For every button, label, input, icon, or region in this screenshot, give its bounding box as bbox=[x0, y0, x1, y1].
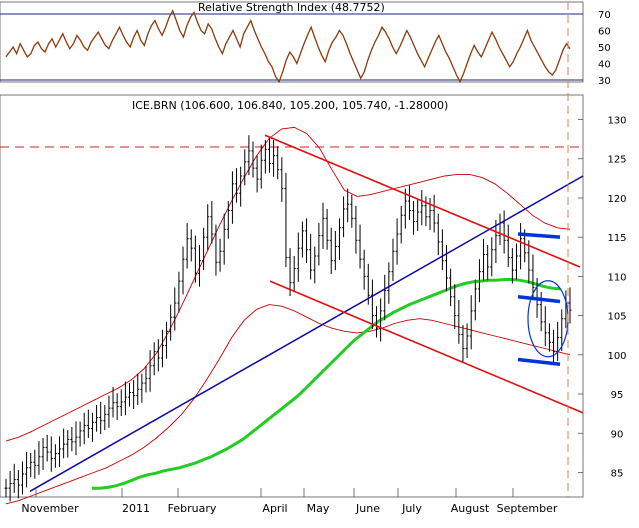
bollinger-upper-band bbox=[5, 126, 571, 442]
x-tick-label: September bbox=[497, 502, 558, 515]
x-tick-label: 2011 bbox=[122, 502, 150, 515]
rsi-tick-label: 40 bbox=[598, 60, 611, 71]
bollinger-lower-band bbox=[5, 304, 571, 505]
x-tick-label: July bbox=[401, 502, 422, 515]
price-layer bbox=[0, 2, 584, 505]
channel-upper-line bbox=[264, 134, 581, 268]
price-tick-label: 115 bbox=[607, 233, 626, 244]
price-tick-label: 125 bbox=[607, 155, 626, 166]
price-panel-title: ICE.BRN (106.600, 106.840, 105.200, 105.… bbox=[132, 99, 448, 112]
rsi-tick-label: 50 bbox=[598, 43, 611, 54]
rsi-line bbox=[5, 9, 571, 84]
rsi-layer bbox=[0, 9, 583, 84]
rsi-panel-title: Relative Strength Index (48.7752) bbox=[198, 1, 385, 14]
price-tick-label: 110 bbox=[607, 272, 626, 283]
price-tick-label: 95 bbox=[611, 390, 624, 401]
price-tick-label: 120 bbox=[607, 194, 626, 205]
rsi-tick-label: 60 bbox=[598, 27, 611, 38]
uptrend-line bbox=[29, 175, 584, 492]
rsi-tick-label: 70 bbox=[598, 10, 611, 21]
x-tick-label: May bbox=[307, 502, 330, 515]
price-panel-frame bbox=[0, 94, 584, 498]
flag-middle-line bbox=[517, 295, 561, 304]
price-tick-label: 100 bbox=[607, 351, 626, 362]
rsi-panel-frame bbox=[0, 1, 584, 83]
axis-layer: 70 60 50 40 30 130 125 120 115 110 105 100 95 90 85 Nov… bbox=[21, 10, 626, 515]
flag-lower-line bbox=[517, 357, 561, 366]
price-tick-label: 105 bbox=[607, 312, 626, 323]
price-tick-label: 90 bbox=[611, 429, 624, 440]
x-tick-label: August bbox=[451, 502, 490, 515]
x-tick-label: February bbox=[168, 502, 217, 515]
flag-upper-line bbox=[517, 232, 561, 239]
moving-average-line bbox=[92, 278, 561, 490]
x-tick-label: April bbox=[262, 502, 287, 515]
price-tick-label: 130 bbox=[607, 116, 626, 127]
x-tick-label: June bbox=[355, 502, 380, 515]
rsi-tick-label: 30 bbox=[598, 76, 611, 87]
price-tick-label: 85 bbox=[611, 468, 624, 479]
x-tick-label: November bbox=[21, 502, 79, 515]
channel-lower-line bbox=[269, 280, 584, 414]
